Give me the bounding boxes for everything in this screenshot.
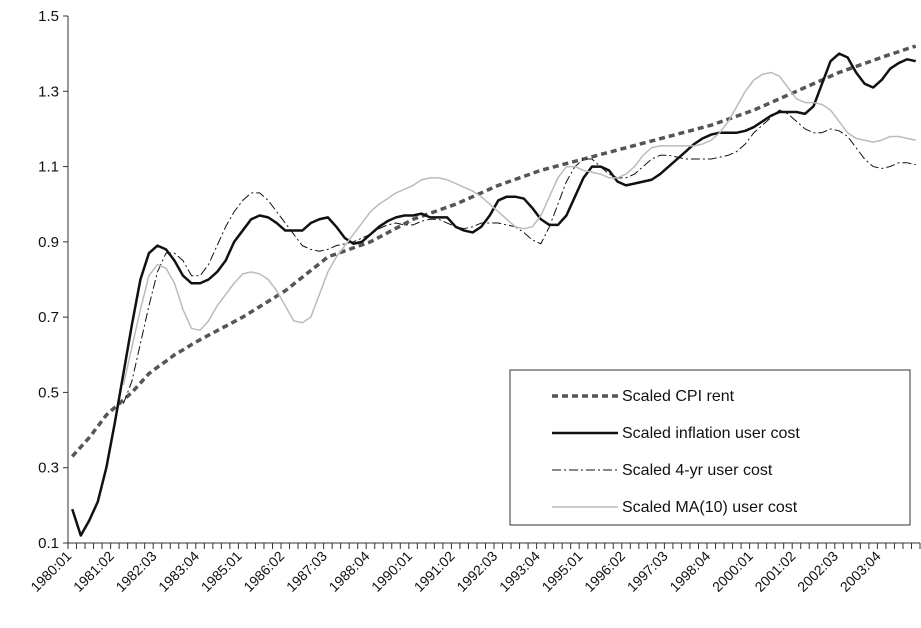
x-tick-label: 1996:02 — [581, 548, 628, 595]
x-tick-label: 1992:03 — [453, 548, 500, 595]
y-tick-label: 0.9 — [38, 234, 59, 251]
legend-label: Scaled 4-yr user cost — [622, 462, 773, 479]
y-tick-label: 0.1 — [38, 535, 59, 552]
x-tick-label: 1981:02 — [70, 548, 117, 595]
y-tick-label: 1.3 — [38, 83, 59, 100]
x-tick-label: 1988:04 — [325, 548, 372, 595]
series-line — [122, 109, 916, 404]
x-tick-label: 1986:02 — [240, 548, 287, 595]
x-tick-label: 1983:04 — [155, 548, 202, 595]
legend-label: Scaled inflation user cost — [622, 425, 800, 442]
x-tick-label: 1993:04 — [496, 548, 543, 595]
y-tick-label: 0.5 — [38, 384, 59, 401]
y-tick-label: 1.1 — [38, 159, 59, 176]
x-tick-label: 1995:01 — [538, 548, 585, 595]
series-line — [122, 71, 916, 386]
x-tick-label: 1985:01 — [198, 548, 245, 595]
x-tick-label: 2000:01 — [709, 548, 756, 595]
x-tick-label: 1997:03 — [624, 548, 671, 595]
x-tick-label: 1982:03 — [112, 548, 159, 595]
y-tick-label: 0.7 — [38, 309, 59, 326]
series-line — [70, 44, 917, 458]
y-tick-label: 1.5 — [38, 8, 59, 25]
x-tick-label: 1991:02 — [411, 548, 458, 595]
x-tick-label: 2001:02 — [751, 548, 798, 595]
legend-label: Scaled CPI rent — [622, 388, 735, 405]
x-tick-label: 1998:04 — [666, 548, 713, 595]
x-tick-label: 2002:03 — [794, 548, 841, 595]
y-tick-label: 0.3 — [38, 460, 59, 477]
x-tick-label: 1987:03 — [283, 548, 330, 595]
x-tick-label: 1990:01 — [368, 548, 415, 595]
x-tick-label: 1980:01 — [27, 548, 74, 595]
x-tick-label: 2003:04 — [837, 548, 884, 595]
legend-label: Scaled MA(10) user cost — [622, 499, 798, 516]
